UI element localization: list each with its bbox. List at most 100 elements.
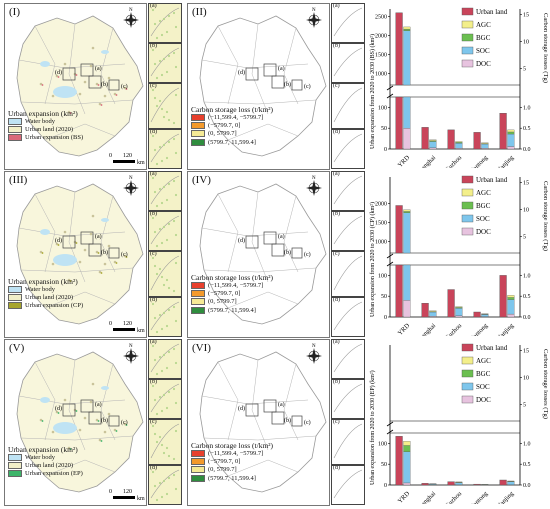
- urban-expansion-mark: [58, 244, 60, 246]
- chart-legend-label: Urban land: [476, 8, 508, 16]
- legend-item: Urban expansion (CP): [8, 302, 83, 310]
- left-tick-label: 50: [381, 126, 387, 132]
- map-inset-label: (b): [101, 249, 108, 256]
- legend-swatch: [8, 286, 22, 293]
- chart-legend-label: SOC: [476, 47, 490, 55]
- bar-carbon-soc: [455, 483, 462, 485]
- bar-urban-land: [500, 275, 507, 317]
- map-inset-label: (b): [284, 81, 291, 88]
- bar-carbon-agc: [429, 140, 436, 141]
- right-tick-label: 5: [523, 67, 526, 73]
- chart-legend-label: AGC: [476, 189, 491, 197]
- inset-label: (a): [333, 3, 340, 9]
- legend-item-label: Urban land (2020): [25, 462, 73, 469]
- urban-land-mark: [79, 429, 82, 432]
- legend-swatch: [191, 307, 205, 314]
- legend-item-label: (5799.7, 11,599.4]: [208, 475, 256, 482]
- bar-carbon-agc: [403, 441, 410, 445]
- chart-legend-swatch: [462, 383, 473, 390]
- panel-label: (V): [9, 342, 24, 354]
- map-inset-label: (a): [95, 401, 102, 408]
- chart-legend-label: BGC: [476, 202, 491, 210]
- category-label: Shanghai: [415, 490, 437, 504]
- map-inset-label: (d): [55, 405, 62, 412]
- map-inset-label: (a): [278, 233, 285, 240]
- left-tick-label: 1000: [375, 240, 387, 246]
- legend-swatch: [191, 114, 205, 121]
- water-body-shape: [53, 254, 77, 266]
- scale-max: 120: [123, 321, 132, 327]
- compass-icon: N: [306, 176, 322, 196]
- y-axis-label-left: Urban expansion from 2020 to 2030 (EP) (…: [369, 370, 376, 485]
- right-tick-label: 10: [523, 40, 529, 46]
- inset-map: (b): [331, 211, 365, 251]
- urban-expansion-mark: [116, 430, 118, 432]
- bar-carbon-doc: [429, 148, 436, 149]
- inset-label: (a): [333, 171, 340, 177]
- scale-zero: 0: [109, 489, 112, 495]
- bar-carbon-bgc: [403, 211, 410, 212]
- compass-north-label: N: [312, 176, 316, 181]
- bar-carbon-soc: [455, 308, 462, 315]
- legend-title: Urban expansion (km²): [8, 110, 83, 118]
- compass-icon: N: [123, 8, 139, 28]
- inset-map: (a): [148, 3, 182, 43]
- category-label: Nantong: [468, 322, 489, 336]
- right-tick-label: 15: [523, 12, 529, 18]
- inset-map: (d): [331, 297, 365, 337]
- chart-legend-label: DOC: [476, 228, 491, 236]
- map-panel-4: (a)(b)(c)(d)N(IV)Carbon storage loss (t/…: [187, 171, 330, 338]
- bar-urban-land: [474, 132, 481, 149]
- chart-legend-swatch: [462, 176, 473, 183]
- right-tick-label: 15: [523, 180, 529, 186]
- legend-swatch: [8, 134, 22, 141]
- chart-legend-swatch: [462, 47, 473, 54]
- chart-legend-label: SOC: [476, 215, 490, 223]
- chart-legend-swatch: [462, 189, 473, 196]
- inset-label: (a): [150, 3, 157, 9]
- chart-legend-label: AGC: [476, 21, 491, 29]
- map-inset-label: (b): [101, 81, 108, 88]
- urban-land-mark: [79, 261, 82, 264]
- scale-unit: km: [137, 496, 145, 502]
- legend-swatch: [8, 454, 22, 461]
- legend-item: (0, 5799.7]: [191, 130, 273, 138]
- inset-map: (b): [331, 43, 365, 83]
- legend-item-label: Urban land (2020): [25, 294, 73, 301]
- urban-land-mark: [92, 47, 95, 50]
- bar-carbon-agc: [481, 143, 488, 144]
- legend-swatch: [191, 122, 205, 129]
- bar-carbon-soc: [403, 31, 410, 85]
- water-body-shape: [40, 229, 50, 235]
- right-tick-label: 5: [523, 235, 526, 241]
- map-inset-label: (d): [238, 237, 245, 244]
- legend-item-label: Water body: [25, 118, 55, 125]
- chart-legend-label: AGC: [476, 357, 491, 365]
- chart-legend-label: DOC: [476, 60, 491, 68]
- legend-item-label: (0, 5799.7]: [208, 130, 237, 137]
- bar-urban-land: [422, 303, 429, 317]
- bar-urban-land: [474, 484, 481, 485]
- urban-land-mark: [92, 383, 95, 386]
- urban-expansion-mark: [116, 262, 118, 264]
- legend-item-label: (0, 5799.7]: [208, 466, 237, 473]
- urban-expansion-mark: [76, 410, 78, 412]
- bar-carbon-agc: [507, 130, 514, 132]
- bar-carbon-soc: [429, 312, 436, 316]
- map-inset-label: (c): [304, 419, 311, 426]
- chart-legend-swatch: [462, 60, 473, 67]
- chart-legend-label: BGC: [476, 34, 491, 42]
- right-tick-label: 0.5: [523, 462, 531, 468]
- urban-expansion-mark: [42, 420, 44, 422]
- inset-label: (c): [150, 419, 157, 425]
- urban-expansion-mark: [76, 74, 78, 76]
- inset-map: (a): [148, 339, 182, 379]
- bar-carbon-soc: [455, 143, 462, 148]
- urban-expansion-mark: [42, 252, 44, 254]
- legend-item: (0, 5799.7]: [191, 298, 273, 306]
- legend-item-label: Urban land (2020): [25, 126, 73, 133]
- category-label: Nanjing: [495, 322, 515, 336]
- legend-item-label: Urban expansion (EP): [25, 470, 83, 477]
